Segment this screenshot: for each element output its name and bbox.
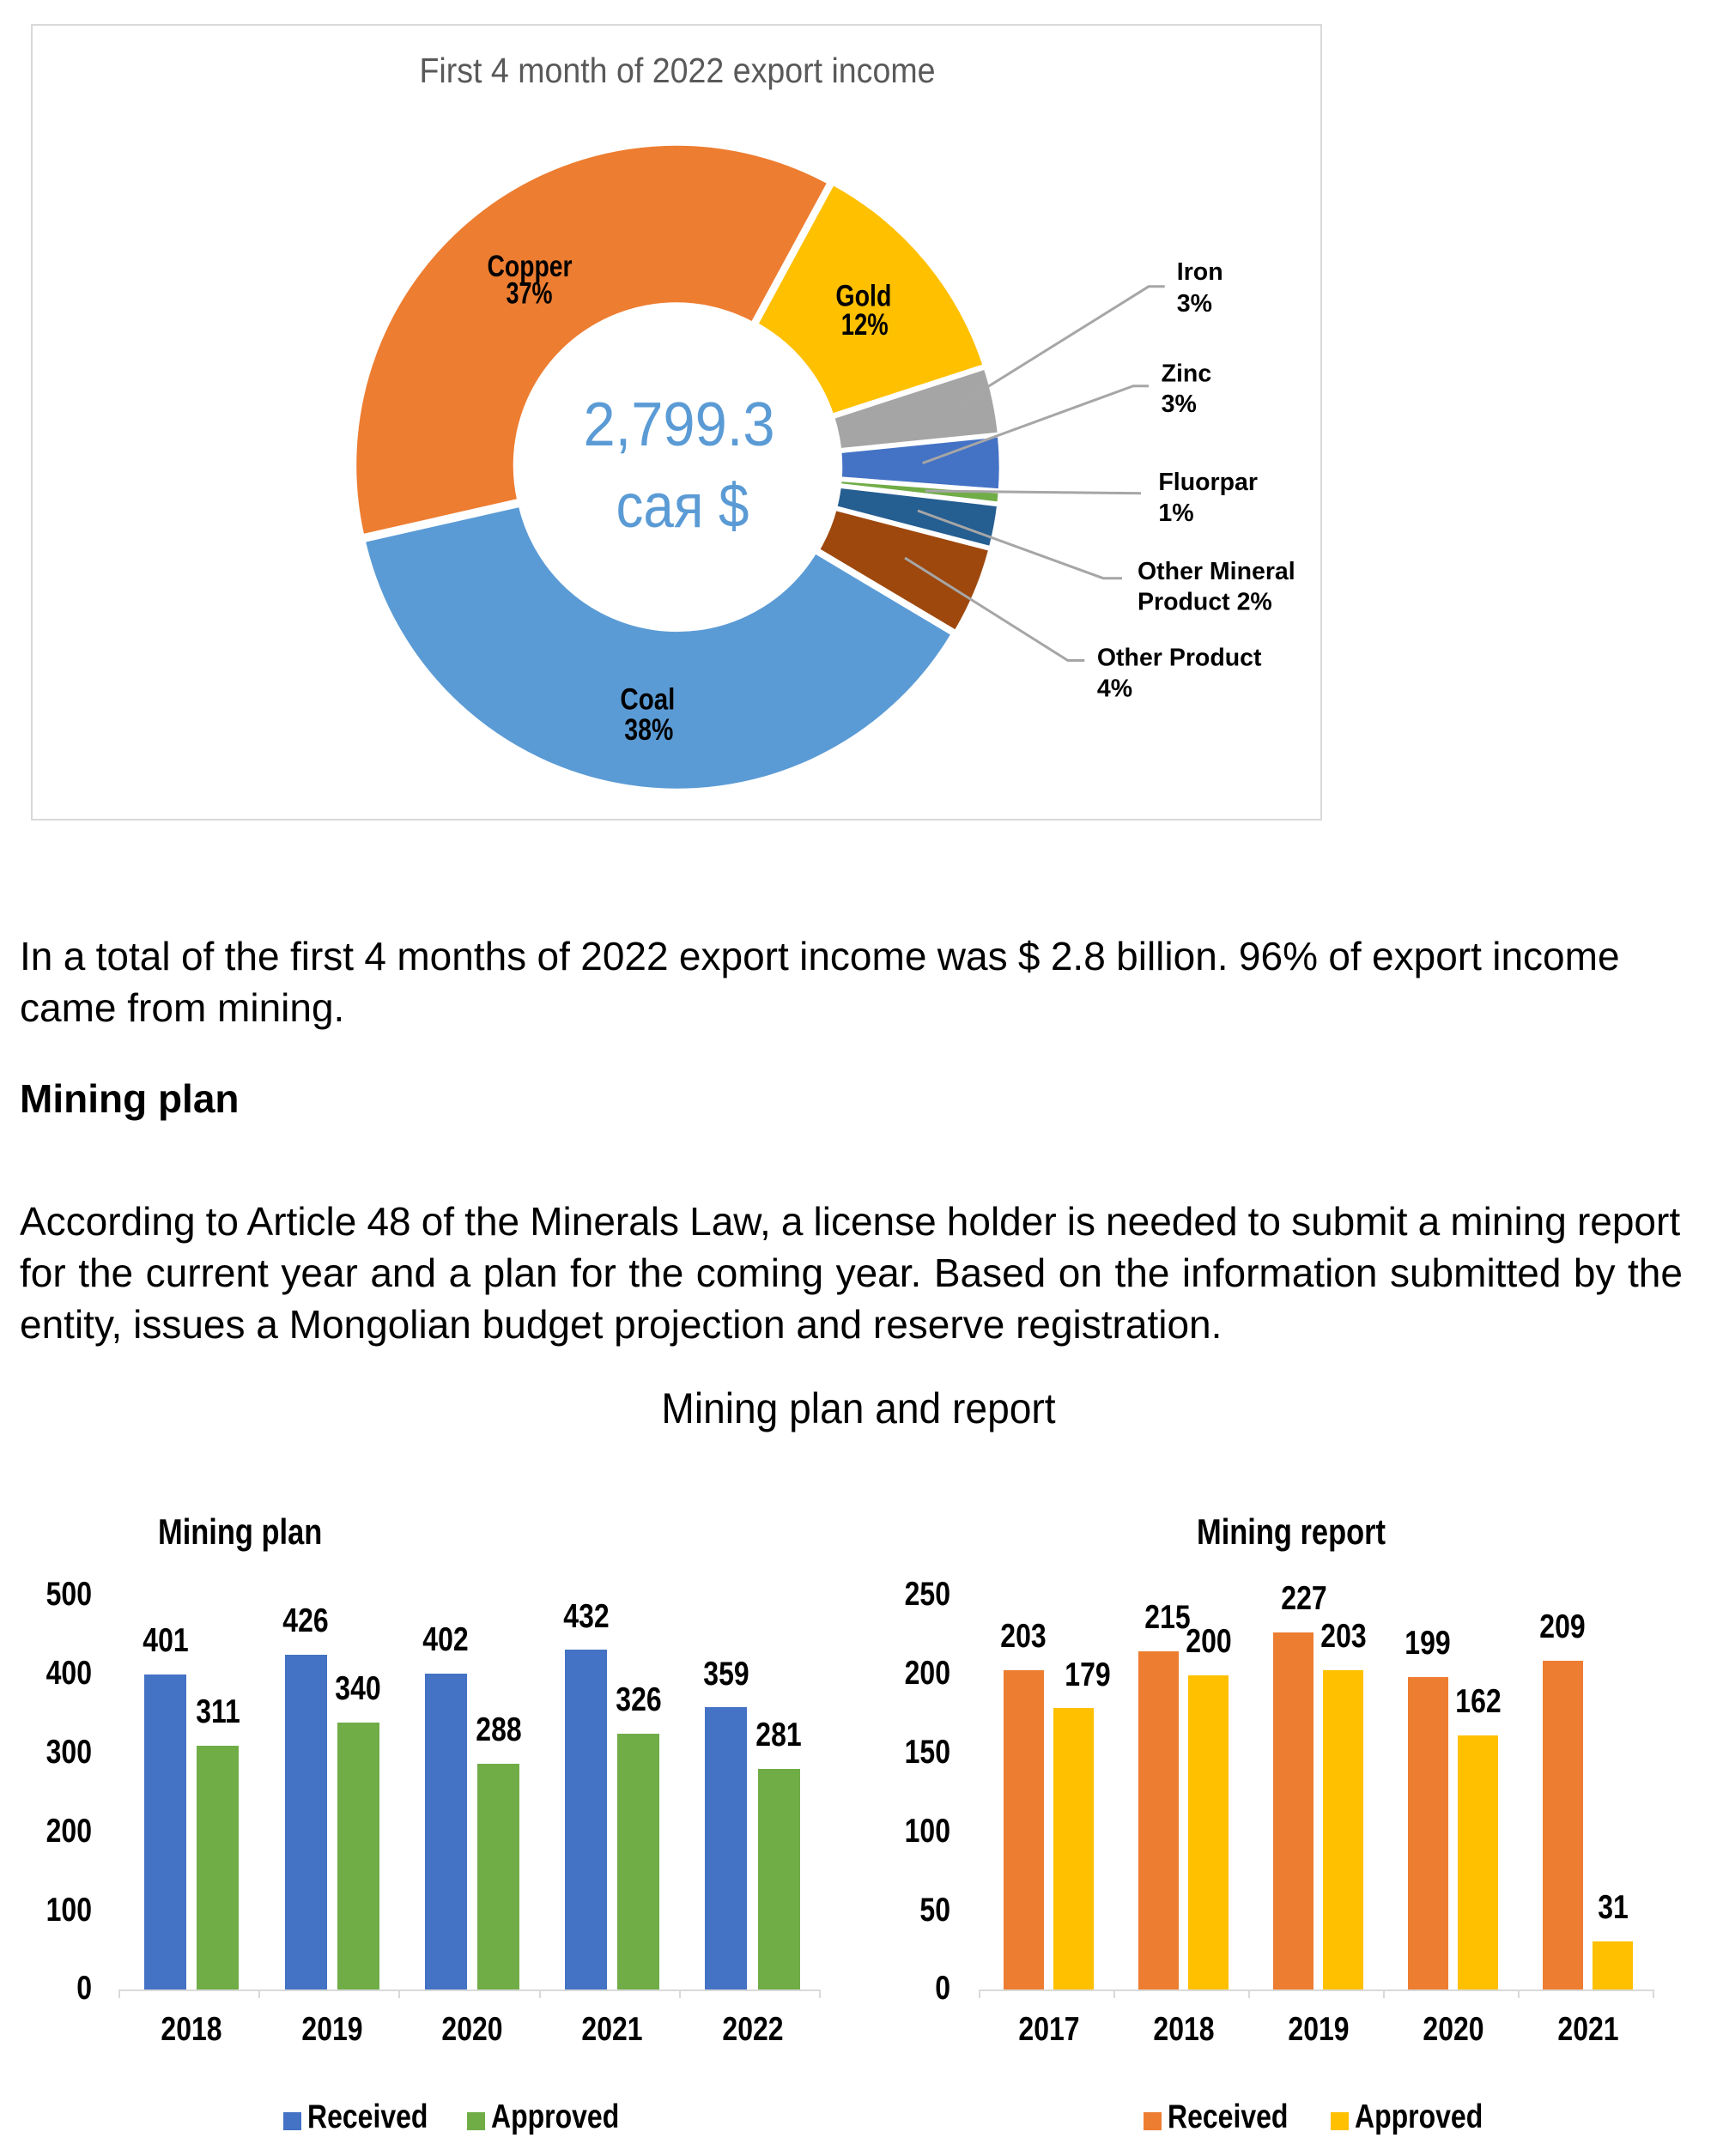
svg-text:Product 2%: Product 2% xyxy=(1138,589,1272,616)
svg-text:38%: 38% xyxy=(624,713,673,747)
svg-text:Other Product: Other Product xyxy=(1097,645,1262,672)
svg-text:Iron: Iron xyxy=(1177,258,1223,286)
svg-text:Copper: Copper xyxy=(488,250,573,283)
svg-text:12%: 12% xyxy=(841,308,889,342)
svg-text:Coal: Coal xyxy=(620,683,675,717)
svg-text:37%: 37% xyxy=(507,277,553,311)
svg-text:Other Mineral: Other Mineral xyxy=(1138,558,1295,585)
svg-text:Fluorpar: Fluorpar xyxy=(1158,469,1258,496)
svg-text:сая $: сая $ xyxy=(616,472,749,541)
svg-text:2,799.3: 2,799.3 xyxy=(584,391,775,459)
svg-text:Zinc: Zinc xyxy=(1162,360,1212,388)
svg-text:First 4 month of 2022 export i: First 4 month of 2022 export income xyxy=(420,51,936,90)
svg-text:3%: 3% xyxy=(1177,290,1212,318)
svg-text:1%: 1% xyxy=(1158,500,1193,527)
svg-text:Gold: Gold xyxy=(835,279,891,312)
svg-text:4%: 4% xyxy=(1097,675,1132,702)
svg-text:3%: 3% xyxy=(1162,391,1197,418)
